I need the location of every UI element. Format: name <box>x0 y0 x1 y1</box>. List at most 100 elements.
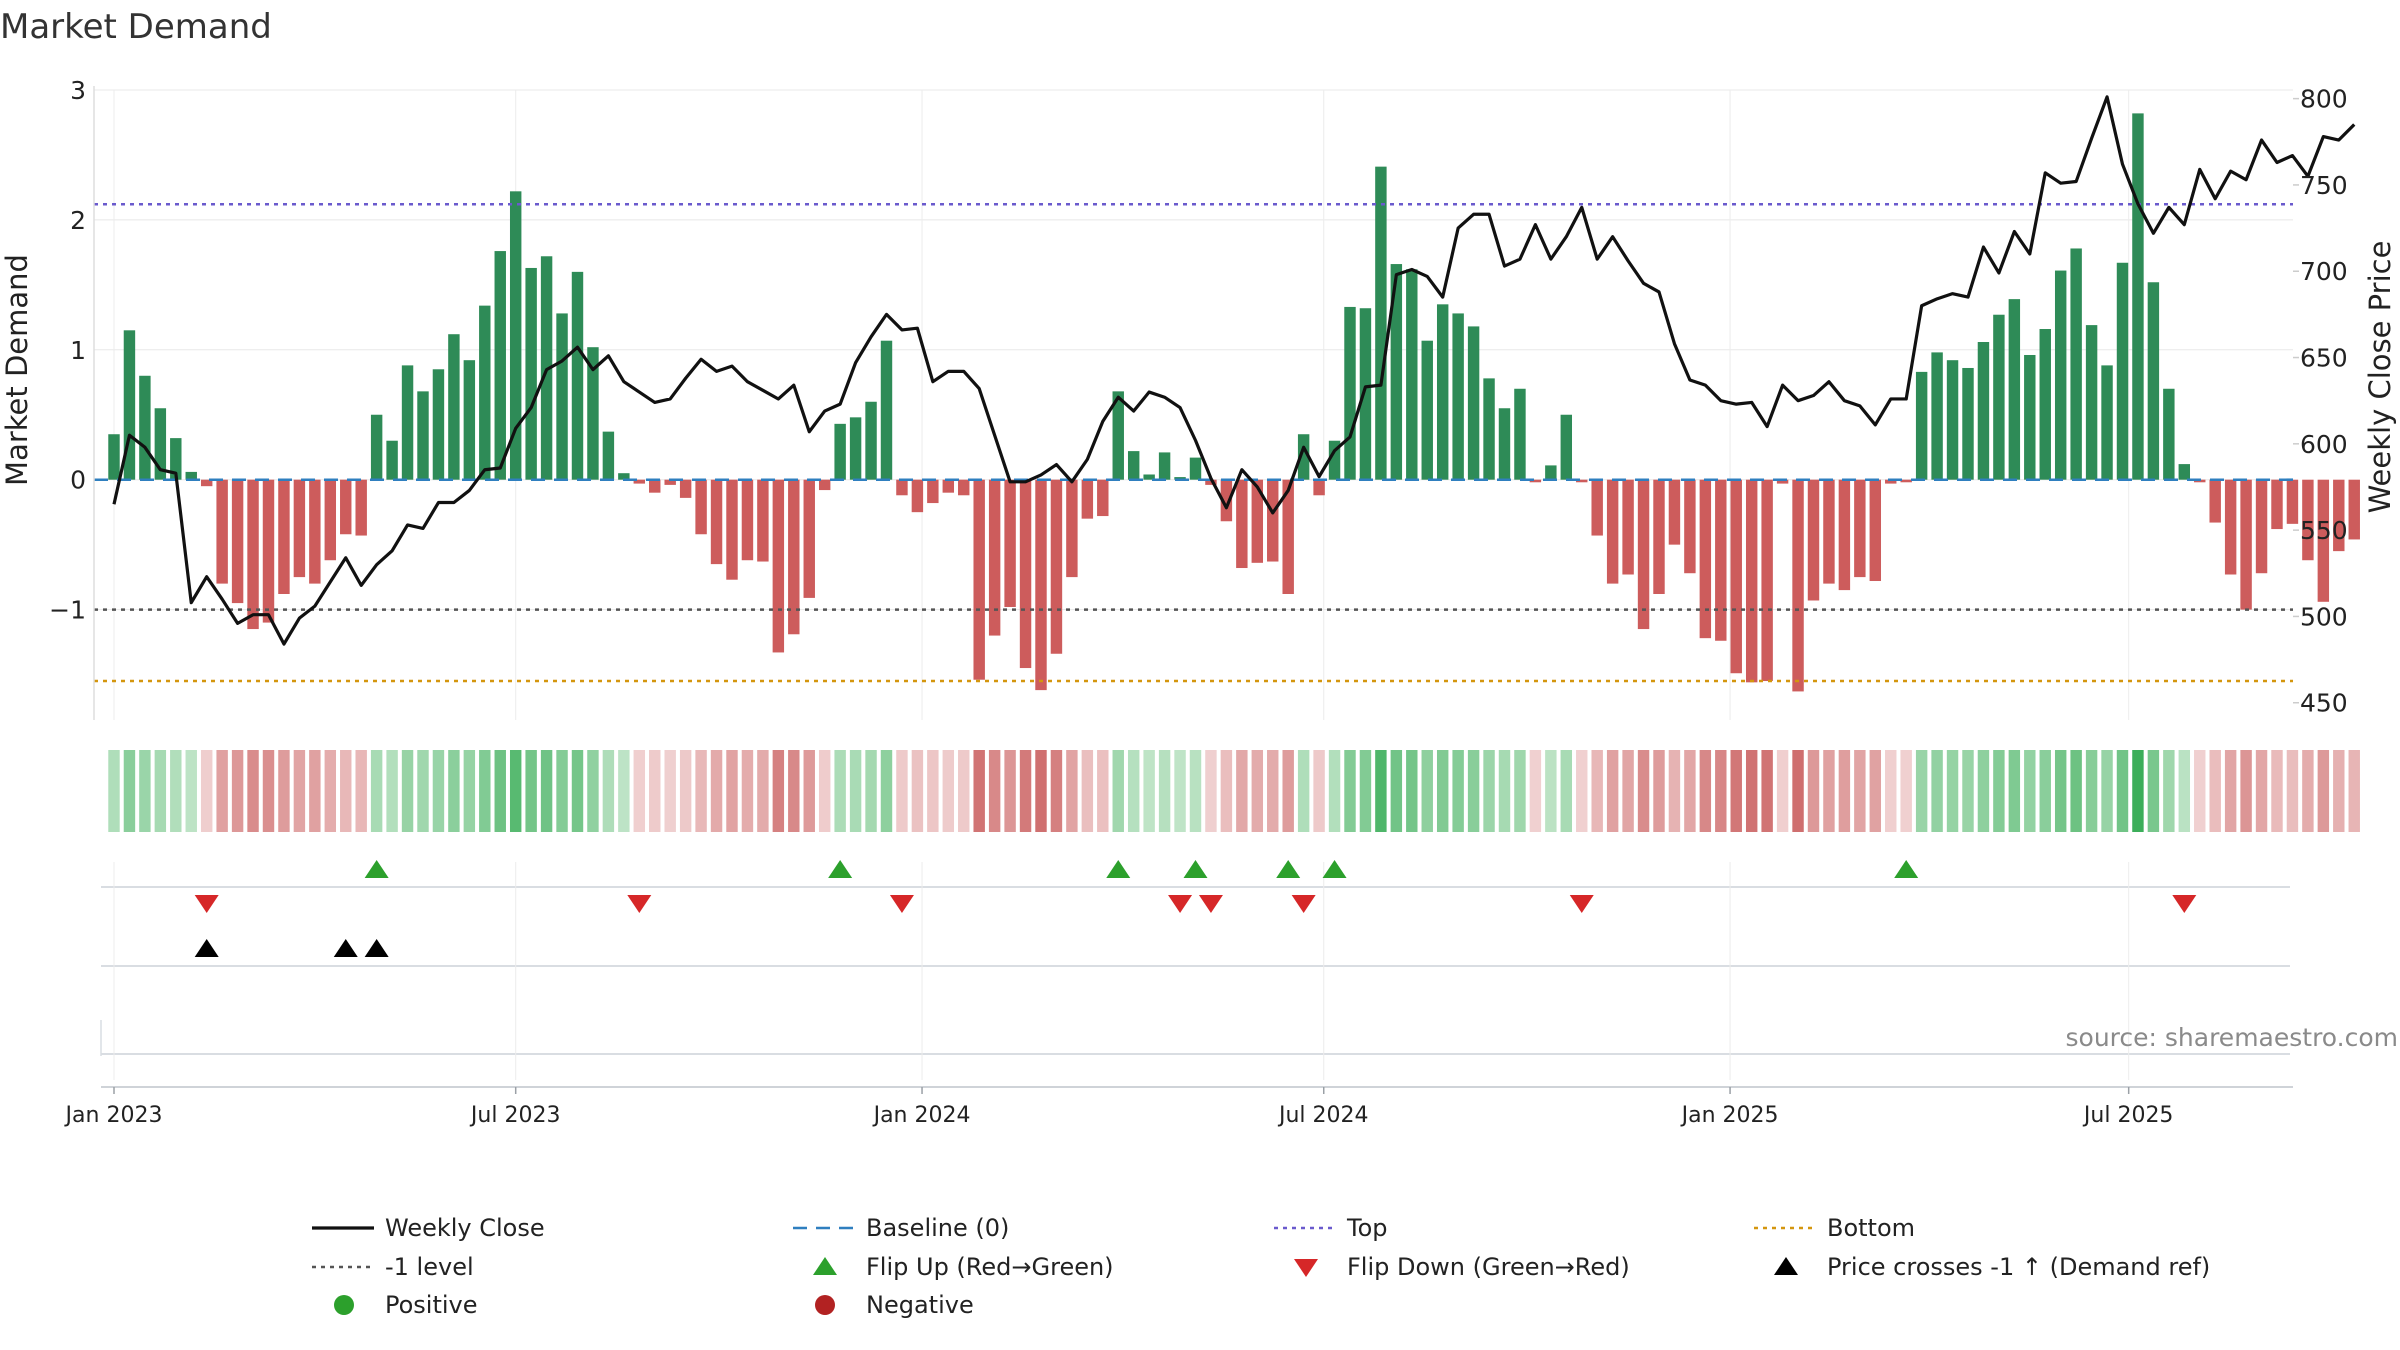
heat-cell <box>2132 750 2144 832</box>
heat-cell <box>2147 750 2160 832</box>
x-tick-label: Jul 2023 <box>469 1103 561 1128</box>
heat-cell <box>1545 750 1557 832</box>
demand-bar <box>525 267 537 480</box>
heat-cell <box>2070 750 2082 832</box>
demand-bar <box>2132 113 2144 480</box>
heat-cell <box>1282 750 1294 832</box>
demand-bar <box>2039 329 2051 480</box>
demand-bar <box>649 479 661 493</box>
heat-cell <box>1730 750 1742 832</box>
demand-bar <box>942 479 955 493</box>
reference-lines <box>94 203 2293 683</box>
flip-up-marker <box>1106 860 1131 878</box>
heat-cell <box>587 750 599 832</box>
legend-item: Baseline (0) <box>793 1214 1009 1242</box>
heat-cell <box>1112 750 1124 832</box>
demand-bar <box>1869 479 1882 582</box>
demand-bar <box>1668 479 1681 545</box>
demand-bar <box>1745 479 1758 683</box>
demand-bars <box>108 113 2360 692</box>
heat-cell <box>1375 750 1387 832</box>
flip-down-marker <box>1291 895 1316 913</box>
heat-cell <box>1035 750 1047 832</box>
heat-cell <box>633 750 646 832</box>
heat-cell <box>1931 750 1943 832</box>
legend-label: Flip Down (Green→Red) <box>1347 1253 1630 1281</box>
demand-bar <box>803 479 815 598</box>
demand-bar <box>494 251 506 480</box>
y-tick-right: 550 <box>2300 516 2348 545</box>
heat-cell <box>1993 750 2005 832</box>
demand-bar <box>154 408 167 480</box>
demand-bar <box>772 479 785 653</box>
demand-bar <box>1823 479 1835 584</box>
demand-bar <box>2085 325 2098 480</box>
legend-item: Top <box>1274 1214 1388 1242</box>
flip-down-marker <box>1168 895 1193 913</box>
heat-cell <box>1761 750 1773 832</box>
heat-cell <box>2348 750 2360 832</box>
heat-cell <box>108 750 120 832</box>
heat-cell <box>1004 750 1016 832</box>
heat-cell <box>1962 750 1974 832</box>
heat-cell <box>2039 750 2051 832</box>
heat-cell <box>571 750 584 832</box>
heat-cell <box>664 750 676 832</box>
heat-cell <box>355 750 367 832</box>
heat-cell <box>911 750 924 832</box>
demand-bar <box>1560 414 1573 480</box>
heat-cell <box>278 750 290 832</box>
heat-cell <box>123 750 136 832</box>
heat-cell <box>1776 750 1789 832</box>
demand-bar <box>880 340 893 480</box>
demand-bar <box>1097 479 1109 517</box>
chart-title: Market Demand <box>0 7 272 47</box>
demand-bar <box>1467 326 1480 480</box>
demand-bar <box>1730 479 1742 674</box>
heat-cell <box>309 750 321 832</box>
y-tick-right: 750 <box>2300 171 2348 200</box>
demand-bar <box>2101 365 2113 480</box>
heat-cell <box>386 750 398 832</box>
demand-bar <box>2024 354 2036 480</box>
heat-cell <box>1915 750 1928 832</box>
demand-bar <box>757 479 769 562</box>
demand-bar <box>695 479 707 535</box>
heat-cell <box>200 750 213 832</box>
heat-cell <box>958 750 970 832</box>
demand-bar <box>2194 479 2206 483</box>
demand-bar <box>2209 479 2221 523</box>
heat-cell <box>1900 750 1912 832</box>
demand-heat-strip <box>108 750 2360 832</box>
demand-bar <box>1761 479 1773 682</box>
heat-cell <box>896 750 908 832</box>
demand-bar <box>1066 479 1078 578</box>
demand-bar <box>788 479 800 635</box>
demand-bar <box>664 479 676 485</box>
heat-cell <box>1854 750 1866 832</box>
legend-swatch-negative-icon <box>815 1295 835 1315</box>
heat-cell <box>1452 750 1464 832</box>
demand-bar <box>2348 479 2360 540</box>
demand-bar <box>911 479 924 513</box>
heat-cell <box>2085 750 2098 832</box>
demand-bar <box>2178 464 2191 480</box>
x-tick-label: Jan 2023 <box>64 1103 163 1128</box>
demand-bar <box>1792 479 1804 692</box>
heat-cell <box>1127 750 1140 832</box>
demand-bar <box>1962 367 1974 480</box>
heat-cell <box>880 750 893 832</box>
demand-bar <box>340 479 352 535</box>
heat-cell <box>1328 750 1341 832</box>
heat-cell <box>1699 750 1712 832</box>
legend-item: Weekly Close <box>312 1214 545 1242</box>
legend-item: Positive <box>334 1291 478 1319</box>
demand-bar <box>1236 479 1248 569</box>
heat-cell <box>1313 750 1325 832</box>
heat-cell <box>942 750 955 832</box>
legend-label: -1 level <box>385 1253 474 1281</box>
heat-cell <box>2163 750 2175 832</box>
axes: 3 2 1 0 −1 800 750 700 650 600 550 500 450 <box>49 76 2348 720</box>
heat-cell <box>1823 750 1835 832</box>
demand-bar <box>1498 408 1511 480</box>
